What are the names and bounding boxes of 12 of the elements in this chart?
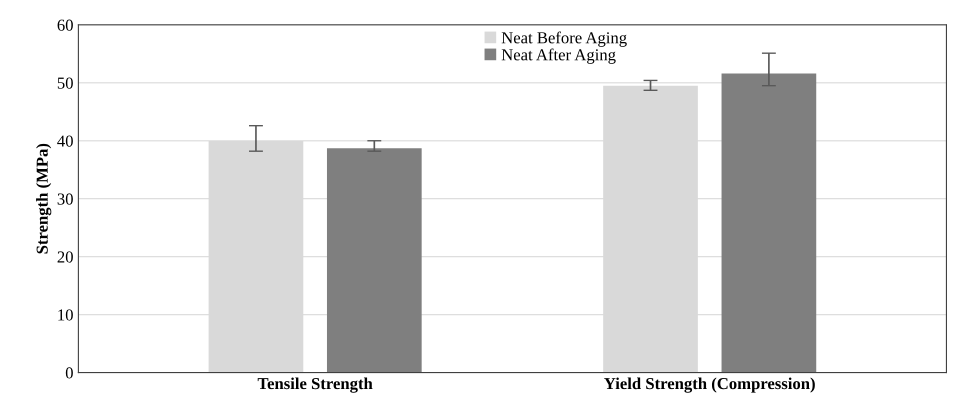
legend-label: Neat After Aging xyxy=(502,48,616,64)
y-axis-title: Strength (MPa) xyxy=(36,144,52,254)
y-tick-label: 20 xyxy=(58,251,73,263)
legend-label: Neat Before Aging xyxy=(502,32,627,47)
y-tick-label: 50 xyxy=(58,78,73,89)
x-tick-label: Yield Strength (Compression) xyxy=(604,377,815,393)
y-tick-label: 10 xyxy=(58,309,73,321)
y-tick-label: 0 xyxy=(66,367,73,379)
y-tick-label: 60 xyxy=(58,20,73,31)
x-tick-label: Tensile Strength xyxy=(258,377,373,393)
y-tick-label: 40 xyxy=(57,135,73,147)
y-tick-label: 30 xyxy=(58,193,73,205)
